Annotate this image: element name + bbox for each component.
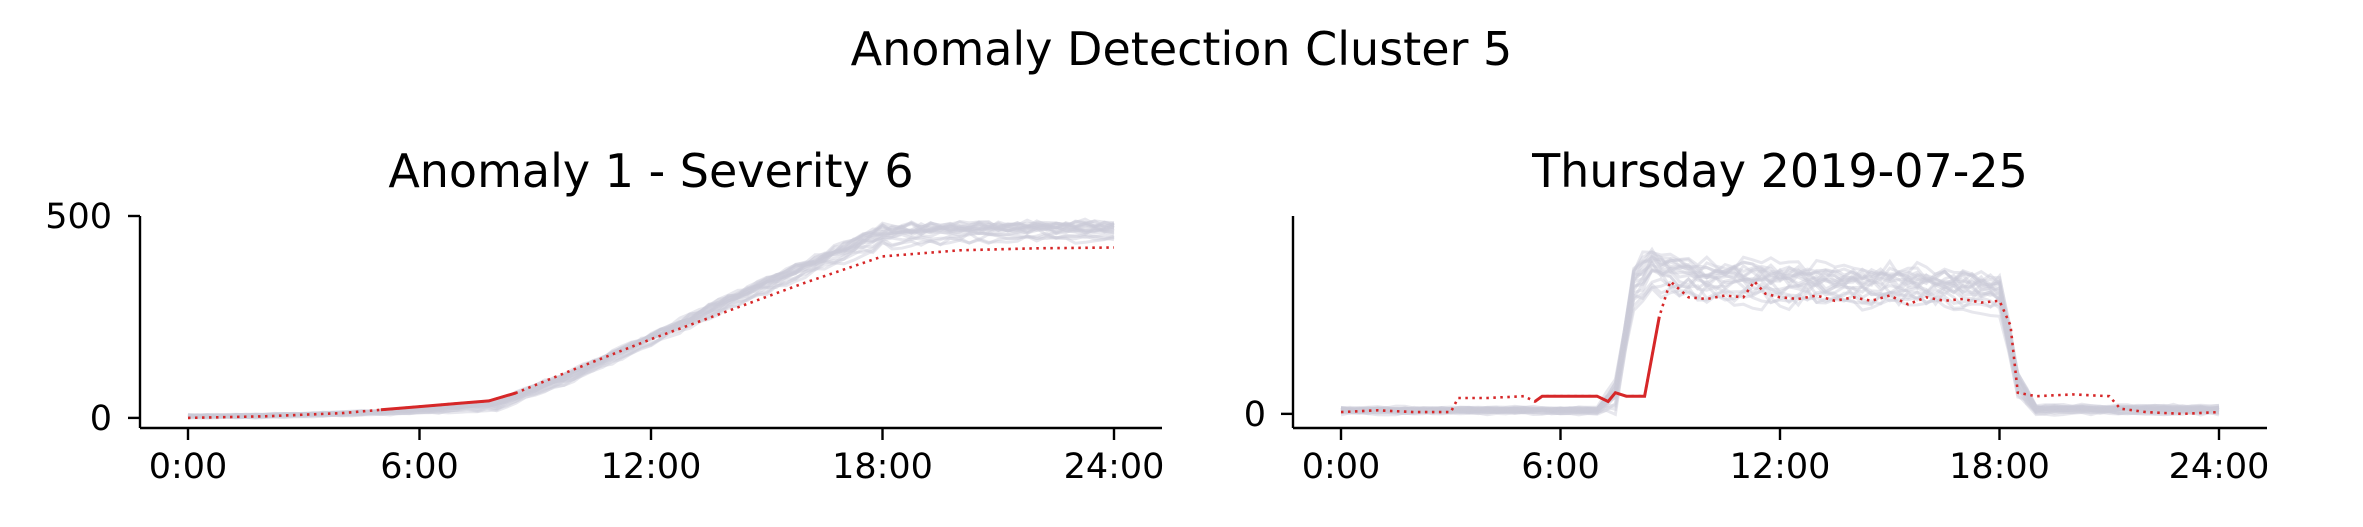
x-tick-label: 6:00 — [380, 447, 459, 487]
background-series-line — [187, 231, 1115, 419]
x-tick-label: 0:00 — [1302, 447, 1381, 487]
y-tick-label: 500 — [45, 197, 112, 237]
background-series-line — [187, 234, 1115, 420]
background-series-line — [1340, 246, 2220, 412]
background-series-line — [187, 226, 1115, 419]
background-series-line — [1340, 254, 2220, 413]
background-series-line — [1340, 277, 2220, 416]
anomaly-series-solid — [1534, 316, 1661, 404]
chart-panel-1: Anomaly 1 - Severity 6 0:00 6:00 12:00 18:00… — [45, 144, 1164, 487]
background-series-line — [187, 226, 1115, 419]
background-series-line — [1340, 257, 2220, 412]
chart-title: Anomaly 1 - Severity 6 — [388, 144, 913, 198]
background-series-line — [187, 224, 1115, 418]
background-series-line — [1340, 250, 2220, 411]
x-tick-label: 18:00 — [1949, 447, 2050, 487]
background-series-line — [187, 217, 1115, 417]
background-series-line — [187, 224, 1115, 418]
background-series-line — [187, 231, 1115, 419]
x-tick-label: 24:00 — [2169, 447, 2270, 487]
background-series-line — [1340, 282, 2219, 416]
background-series-line — [1340, 250, 2220, 410]
background-series-line — [1340, 266, 2220, 414]
x-tick-label: 18:00 — [832, 447, 933, 487]
background-series-line — [187, 223, 1115, 418]
background-series-line — [1340, 257, 2220, 412]
background-series-line — [187, 221, 1115, 418]
y-tick-label: 0 — [1244, 395, 1266, 435]
x-tick-label: 6:00 — [1521, 447, 1600, 487]
anomaly-series-solid — [380, 391, 517, 412]
background-series-line — [187, 221, 1115, 418]
x-tick-label: 24:00 — [1064, 447, 1165, 487]
background-series-line — [1340, 260, 2220, 413]
background-series-line — [1340, 258, 2220, 412]
background-series-line — [1340, 269, 2220, 414]
chart-title: Thursday 2019-07-25 — [1531, 144, 2028, 198]
y-tick-label: 0 — [90, 399, 112, 439]
background-series-line — [1340, 267, 2220, 414]
background-series-line — [1340, 286, 2220, 417]
background-series-line — [187, 224, 1115, 418]
background-series-line — [1340, 253, 2220, 413]
anomaly-series-dotted — [1340, 279, 2220, 416]
background-series-line — [187, 224, 1115, 418]
background-series-line — [1341, 268, 2220, 414]
background-series-line — [1340, 256, 2220, 412]
background-series-line — [1340, 261, 2220, 414]
x-tick-label: 12:00 — [601, 447, 702, 487]
background-series-line — [187, 223, 1115, 418]
background-series-line — [187, 221, 1115, 418]
chart-panel-2: Thursday 2019-07-25 0:00 6:00 12:00 18:00 24:… — [1244, 144, 2270, 487]
background-series-group — [1340, 246, 2220, 417]
x-tick-label: 0:00 — [149, 447, 228, 487]
figure-suptitle: Anomaly Detection Cluster 5 — [850, 22, 1513, 76]
background-series-line — [1340, 252, 2220, 413]
background-series-line — [1340, 280, 2220, 416]
x-tick-label: 12:00 — [1730, 447, 1831, 487]
background-series-line — [188, 234, 1115, 420]
